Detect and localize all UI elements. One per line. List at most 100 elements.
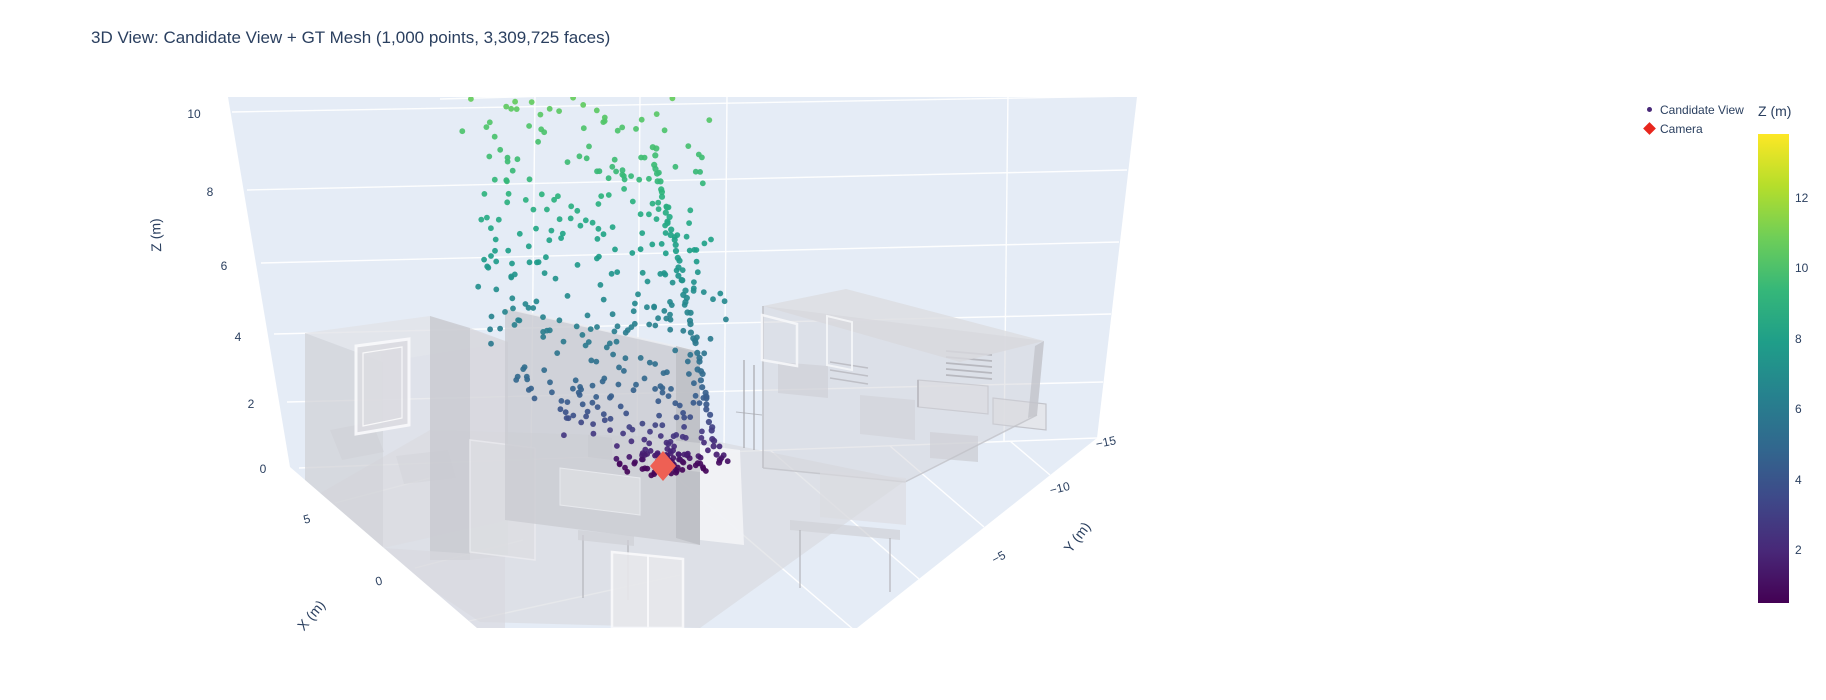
candidate-point[interactable] [710, 443, 717, 450]
candidate-point[interactable] [576, 392, 583, 398]
candidate-point[interactable] [493, 286, 500, 293]
candidate-point[interactable] [675, 272, 682, 279]
candidate-point[interactable] [646, 175, 652, 182]
candidate-point[interactable] [543, 254, 549, 261]
candidate-point[interactable] [644, 465, 651, 472]
candidate-point[interactable] [593, 358, 600, 365]
candidate-point[interactable] [613, 168, 619, 175]
candidate-point[interactable] [681, 424, 687, 430]
candidate-point[interactable] [658, 241, 665, 247]
candidate-point[interactable] [629, 426, 636, 433]
candidate-point[interactable] [657, 178, 664, 185]
candidate-point[interactable] [595, 201, 602, 207]
candidate-point[interactable] [632, 300, 638, 307]
candidate-point[interactable] [551, 196, 557, 203]
candidate-point[interactable] [504, 199, 511, 206]
candidate-point[interactable] [567, 215, 574, 222]
candidate-point[interactable] [488, 313, 495, 320]
candidate-point[interactable] [497, 325, 503, 332]
candidate-point[interactable] [693, 247, 700, 253]
candidate-point[interactable] [528, 99, 535, 105]
candidate-point[interactable] [508, 105, 515, 112]
candidate-point[interactable] [540, 314, 546, 320]
camera-marker[interactable] [650, 451, 676, 481]
candidate-point[interactable] [663, 204, 671, 211]
candidate-point[interactable] [655, 315, 661, 322]
candidate-point[interactable] [600, 296, 607, 303]
candidate-point[interactable] [547, 379, 553, 386]
candidate-point[interactable] [646, 211, 652, 218]
candidate-point[interactable] [708, 236, 714, 243]
candidate-point[interactable] [635, 291, 641, 298]
candidate-point[interactable] [540, 334, 547, 340]
candidate-point[interactable] [481, 256, 487, 263]
candidate-point[interactable] [637, 211, 644, 218]
candidate-point[interactable] [590, 430, 597, 437]
candidate-point[interactable] [686, 455, 693, 462]
candidate-point[interactable] [705, 447, 711, 454]
candidate-point[interactable] [659, 422, 666, 429]
candidate-point[interactable] [639, 230, 646, 237]
candidate-point[interactable] [488, 253, 494, 259]
candidate-point[interactable] [577, 222, 584, 229]
candidate-point[interactable] [622, 355, 629, 362]
candidate-point[interactable] [533, 298, 540, 305]
candidate-point[interactable] [664, 446, 671, 452]
candidate-point[interactable] [615, 381, 622, 388]
candidate-point[interactable] [656, 412, 662, 419]
candidate-point[interactable] [616, 364, 622, 371]
candidate-point[interactable] [613, 338, 620, 345]
candidate-point[interactable] [655, 398, 662, 405]
candidate-point[interactable] [533, 225, 539, 232]
candidate-point[interactable] [601, 375, 608, 382]
candidate-point[interactable] [596, 168, 603, 175]
candidate-point[interactable] [611, 156, 618, 163]
candidate-point[interactable] [699, 370, 706, 377]
candidate-point[interactable] [601, 114, 608, 121]
candidate-point[interactable] [488, 225, 494, 232]
candidate-point[interactable] [676, 451, 682, 458]
candidate-point[interactable] [620, 430, 626, 437]
candidate-point[interactable] [534, 259, 540, 266]
candidate-point[interactable] [667, 326, 674, 333]
candidate-point[interactable] [570, 95, 576, 101]
candidate-point[interactable] [511, 322, 518, 328]
legend-item-candidate-view[interactable]: Candidate View [1638, 100, 1744, 119]
candidate-point[interactable] [696, 358, 703, 365]
candidate-point[interactable] [642, 452, 648, 458]
candidate-point[interactable] [657, 383, 664, 390]
candidate-point[interactable] [552, 275, 559, 282]
candidate-point[interactable] [610, 351, 616, 358]
candidate-point[interactable] [561, 432, 567, 439]
candidate-point[interactable] [655, 206, 662, 213]
candidate-point[interactable] [594, 255, 600, 262]
candidate-point[interactable] [619, 171, 626, 178]
candidate-point[interactable] [603, 344, 610, 351]
candidate-point[interactable] [613, 455, 620, 462]
candidate-point[interactable] [687, 329, 695, 336]
candidate-point[interactable] [515, 317, 521, 323]
candidate-point[interactable] [564, 159, 571, 166]
candidate-point[interactable] [672, 163, 679, 170]
candidate-point[interactable] [555, 193, 561, 200]
candidate-point[interactable] [594, 324, 600, 330]
candidate-point[interactable] [512, 98, 518, 105]
candidate-point[interactable] [698, 435, 705, 441]
candidate-point[interactable] [697, 169, 703, 175]
candidate-point[interactable] [582, 217, 589, 224]
candidate-point[interactable] [713, 451, 720, 458]
candidate-point[interactable] [574, 262, 581, 268]
candidate-point[interactable] [598, 193, 605, 200]
candidate-point[interactable] [509, 167, 516, 174]
candidate-point[interactable] [614, 269, 621, 275]
candidate-point[interactable] [544, 206, 550, 213]
candidate-point[interactable] [653, 216, 660, 223]
candidate-point[interactable] [505, 190, 512, 197]
candidate-point[interactable] [546, 105, 553, 112]
candidate-point[interactable] [622, 464, 628, 471]
candidate-point[interactable] [580, 125, 587, 132]
candidate-point[interactable] [693, 258, 700, 265]
candidate-point[interactable] [537, 111, 544, 118]
candidate-point[interactable] [475, 283, 482, 290]
candidate-point[interactable] [686, 371, 692, 377]
